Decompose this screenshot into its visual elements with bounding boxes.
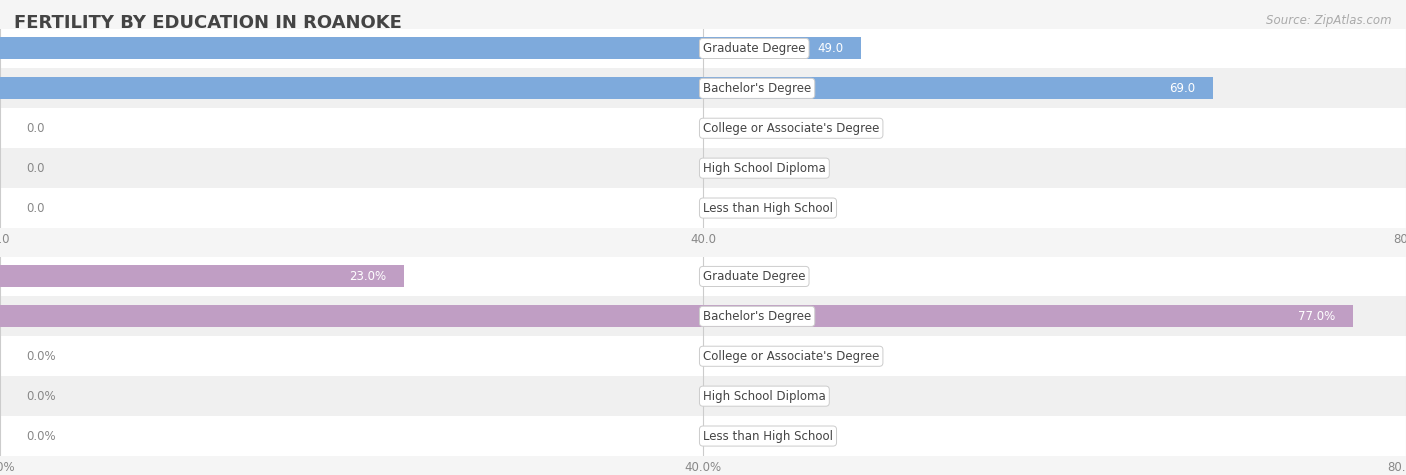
- Text: 0.0%: 0.0%: [27, 390, 56, 403]
- Bar: [0, 38, 860, 59]
- Text: 0.0: 0.0: [27, 122, 45, 135]
- Bar: [0, 296, 1406, 336]
- Bar: [0, 148, 1406, 188]
- Bar: [0, 77, 1212, 99]
- Bar: [0, 108, 1406, 148]
- Bar: [0, 256, 1406, 296]
- Text: Bachelor's Degree: Bachelor's Degree: [703, 310, 811, 323]
- Bar: [0, 28, 1406, 68]
- Text: 0.0: 0.0: [27, 162, 45, 175]
- Bar: [0, 68, 1406, 108]
- Text: Less than High School: Less than High School: [703, 429, 832, 443]
- Text: 23.0%: 23.0%: [350, 270, 387, 283]
- Bar: [0, 266, 405, 287]
- Text: College or Associate's Degree: College or Associate's Degree: [703, 122, 879, 135]
- Bar: [0, 376, 1406, 416]
- Text: High School Diploma: High School Diploma: [703, 162, 825, 175]
- Text: 0.0%: 0.0%: [27, 429, 56, 443]
- Bar: [0, 305, 1353, 327]
- Text: High School Diploma: High School Diploma: [703, 390, 825, 403]
- Text: 0.0%: 0.0%: [27, 350, 56, 363]
- Text: 77.0%: 77.0%: [1299, 310, 1336, 323]
- Text: 49.0: 49.0: [817, 42, 844, 55]
- Text: Less than High School: Less than High School: [703, 201, 832, 215]
- Bar: [0, 188, 1406, 228]
- Text: Graduate Degree: Graduate Degree: [703, 42, 806, 55]
- Text: Source: ZipAtlas.com: Source: ZipAtlas.com: [1267, 14, 1392, 27]
- Text: 69.0: 69.0: [1168, 82, 1195, 95]
- Text: College or Associate's Degree: College or Associate's Degree: [703, 350, 879, 363]
- Bar: [0, 416, 1406, 456]
- Text: FERTILITY BY EDUCATION IN ROANOKE: FERTILITY BY EDUCATION IN ROANOKE: [14, 14, 402, 32]
- Text: Graduate Degree: Graduate Degree: [703, 270, 806, 283]
- Bar: [0, 336, 1406, 376]
- Text: Bachelor's Degree: Bachelor's Degree: [703, 82, 811, 95]
- Text: 0.0: 0.0: [27, 201, 45, 215]
